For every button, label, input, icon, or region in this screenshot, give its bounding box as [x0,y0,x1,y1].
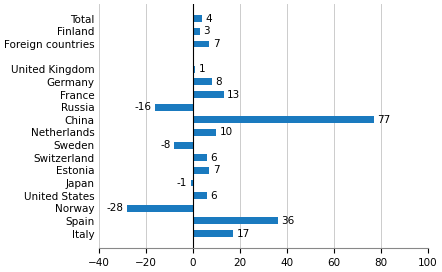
Text: 6: 6 [210,191,217,201]
Bar [193,129,217,136]
Bar [193,217,278,224]
Text: 3: 3 [204,26,210,36]
Bar [193,28,200,35]
Bar [156,104,193,111]
Bar [193,230,233,237]
Text: 6: 6 [210,153,217,163]
Bar [193,41,210,48]
Text: 10: 10 [220,128,233,137]
Bar [193,78,212,85]
Bar [193,154,207,161]
Text: -28: -28 [107,203,124,213]
Text: 77: 77 [377,115,391,125]
Text: 4: 4 [206,14,213,24]
Text: -1: -1 [177,178,187,188]
Bar [191,180,193,187]
Bar [174,142,193,149]
Text: 13: 13 [227,89,240,100]
Text: 8: 8 [215,77,222,87]
Text: 17: 17 [236,228,250,239]
Text: -16: -16 [135,102,152,112]
Bar [193,192,207,199]
Text: 36: 36 [281,216,294,226]
Bar [193,116,374,123]
Bar [193,15,202,22]
Bar [193,66,195,73]
Bar [193,167,210,174]
Text: 1: 1 [199,64,206,74]
Bar [127,205,193,212]
Bar [193,91,224,98]
Text: 7: 7 [213,165,220,175]
Text: 7: 7 [213,39,220,49]
Text: -8: -8 [160,140,171,150]
